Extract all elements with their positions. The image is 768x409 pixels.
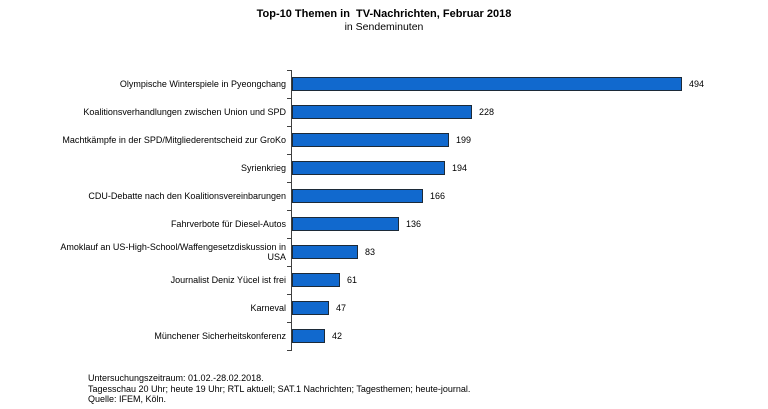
chart-row: Syrienkrieg 194 [44,153,768,182]
category-label: Karneval [250,302,286,313]
value-label: 494 [689,79,705,89]
category-label: Syrienkrieg [240,162,286,173]
chart-row: Karneval 47 [44,293,768,322]
bar [292,161,445,175]
value-label: 61 [347,275,358,285]
plot-row: 83 [287,237,768,266]
plot-row: 194 [287,153,768,182]
bar-chart: Olympische Winterspiele in Pyeongchang 49… [44,69,768,351]
bar [292,77,682,91]
footer: Untersuchungszeitraum: 01.02.-28.02.2018… [88,373,768,405]
chart-row: Münchener Sicherheitskonferenz 42 [44,321,768,351]
value-label: 199 [456,135,472,145]
chart-row: Journalist Deniz Yücel ist frei 61 [44,265,768,294]
value-label: 42 [332,331,343,341]
chart-row: Olympische Winterspiele in Pyeongchang 49… [44,69,768,98]
value-label: 194 [452,163,468,173]
plot-row: 47 [287,293,768,322]
category-label: Machtkämpfe in der SPD/Mitgliederentsche… [62,134,286,145]
category-label: Münchener Sicherheitskonferenz [154,330,286,341]
category-label: Olympische Winterspiele in Pyeongchang [119,78,286,89]
chart-title: Top-10 Themen in TV-Nachrichten, Februar… [256,8,512,20]
chart-row: Machtkämpfe in der SPD/Mitgliederentsche… [44,125,768,154]
bar [292,273,340,287]
category-label: Journalist Deniz Yücel ist frei [170,274,286,285]
category-label: Fahrverbote für Diesel-Autos [170,218,286,229]
plot-row: 494 [287,69,768,98]
value-label: 83 [365,247,376,257]
value-label: 228 [479,107,495,117]
chart-rows: Olympische Winterspiele in Pyeongchang 49… [44,69,768,351]
value-label: 136 [406,219,422,229]
bar [292,217,399,231]
bar [292,133,449,147]
chart-row: Koalitionsverhandlungen zwischen Union u… [44,97,768,126]
bar [292,189,423,203]
value-label: 166 [430,191,446,201]
chart-row: Amoklauf an US-High-School/Waffengesetzd… [44,237,768,266]
value-label: 47 [336,303,347,313]
plot-row: 166 [287,181,768,210]
bar [292,329,325,343]
plot-row: 42 [287,321,768,351]
bar [292,301,329,315]
plot-row: 136 [287,209,768,238]
footer-line-period: Untersuchungszeitraum: 01.02.-28.02.2018… [88,373,264,383]
bar [292,245,358,259]
chart-row: CDU-Debatte nach den Koalitionsvereinbar… [44,181,768,210]
chart-subtitle: in Sendeminuten [344,21,424,33]
plot-row: 228 [287,97,768,126]
bar [292,105,472,119]
chart-row: Fahrverbote für Diesel-Autos 136 [44,209,768,238]
category-label: Amoklauf an US-High-School/Waffengesetzd… [60,241,286,263]
footer-line-source: Quelle: IFEM, Köln. [88,394,167,404]
category-label: CDU-Debatte nach den Koalitionsvereinbar… [88,190,286,201]
title-block: Top-10 Themen in TV-Nachrichten, Februar… [0,0,768,33]
plot-row: 199 [287,125,768,154]
footer-line-programs: Tagesschau 20 Uhr; heute 19 Uhr; RTL akt… [88,383,471,394]
plot-row: 61 [287,265,768,294]
category-label: Koalitionsverhandlungen zwischen Union u… [83,106,286,117]
